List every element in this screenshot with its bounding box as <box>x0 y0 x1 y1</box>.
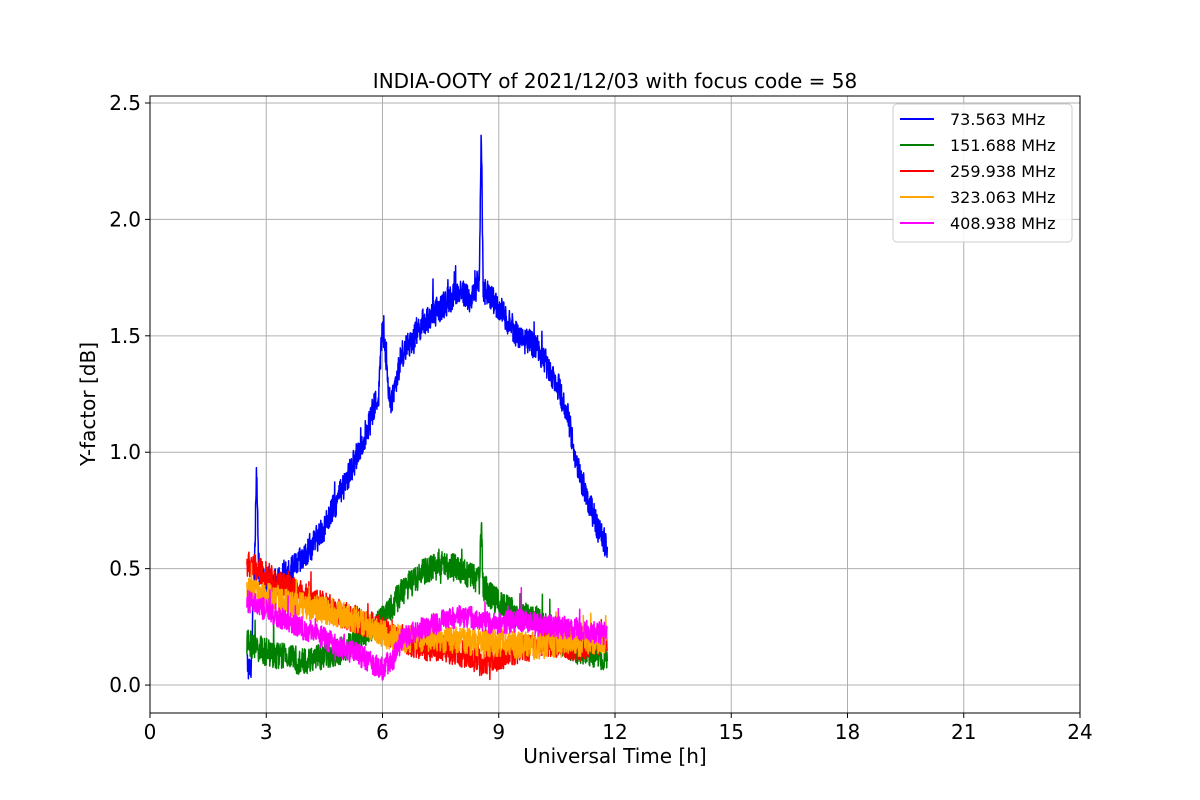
x-tick-label: 9 <box>492 720 505 744</box>
y-axis-label: Y-factor [dB] <box>76 342 100 467</box>
y-tick-label: 2.5 <box>109 91 141 115</box>
legend: 73.563 MHz 151.688 MHz 259.938 MHz 323.063 … <box>892 103 1073 243</box>
series-line <box>246 586 608 681</box>
x-tick-label: 18 <box>835 720 860 744</box>
x-tick-label: 12 <box>602 720 627 744</box>
series-line <box>246 134 609 680</box>
x-tick-label: 0 <box>144 720 157 744</box>
series-lines <box>246 134 609 681</box>
axis-ticks: 0 3 6 9 12 15 18 21 24 0.0 0.5 1.0 1.5 2.0 2.5 <box>109 91 1093 744</box>
y-tick-label: 0.0 <box>109 673 141 697</box>
y-tick-label: 2.0 <box>109 207 141 231</box>
x-tick-label: 21 <box>951 720 976 744</box>
legend-entry: 408.938 MHz <box>950 214 1055 233</box>
y-tick-label: 0.5 <box>109 557 141 581</box>
legend-box <box>892 103 1073 243</box>
chart-title: INDIA-OOTY of 2021/12/03 with focus code… <box>373 69 857 93</box>
legend-entry: 323.063 MHz <box>950 188 1055 207</box>
x-axis-label: Universal Time [h] <box>523 744 706 768</box>
x-tick-label: 24 <box>1067 720 1092 744</box>
series-line <box>246 562 609 660</box>
x-tick-label: 3 <box>260 720 273 744</box>
x-tick-label: 6 <box>376 720 389 744</box>
legend-entry: 73.563 MHz <box>950 110 1045 129</box>
y-tick-label: 1.0 <box>109 440 141 464</box>
legend-entry: 259.938 MHz <box>950 162 1055 181</box>
legend-entry: 151.688 MHz <box>950 136 1055 155</box>
y-tick-label: 1.5 <box>109 324 141 348</box>
x-tick-label: 15 <box>719 720 744 744</box>
